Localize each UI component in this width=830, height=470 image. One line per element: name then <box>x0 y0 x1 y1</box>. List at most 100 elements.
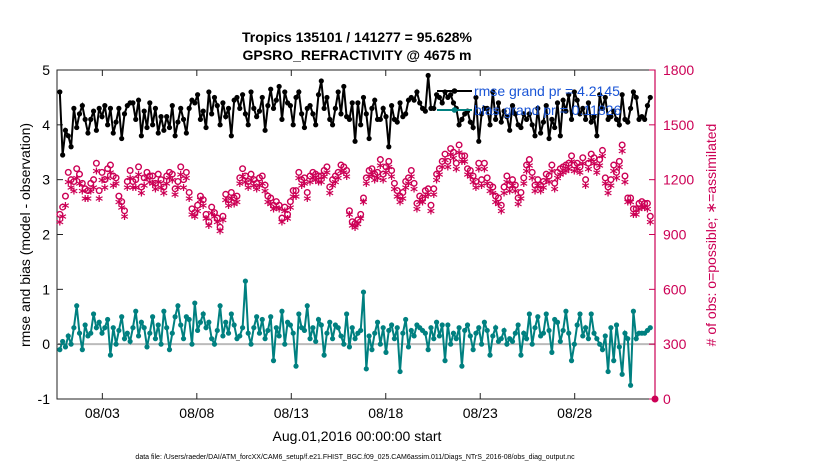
obs-possible-point <box>323 163 331 171</box>
obs-assimilated-point: * <box>286 201 294 219</box>
obs-possible-point <box>132 176 140 184</box>
bias-point <box>453 336 459 342</box>
rmse-point <box>225 105 232 111</box>
obs-assimilated-point: * <box>123 181 131 199</box>
rmse-point <box>315 92 322 98</box>
obs-assimilated-point: * <box>146 175 154 193</box>
bias-point <box>152 336 159 342</box>
obs-assimilated-point: * <box>56 216 64 234</box>
obs-assimilated-point: * <box>225 199 233 217</box>
bias-point <box>307 336 313 342</box>
rmse-point <box>144 124 150 131</box>
obs-assimilated-point: * <box>78 184 86 202</box>
obs-possible-point <box>584 159 592 167</box>
bias-point <box>369 347 375 353</box>
rmse-point <box>197 116 204 122</box>
rmse-point <box>647 94 653 101</box>
obs-possible-point <box>641 199 649 207</box>
obs-assimilated-point: * <box>388 170 396 188</box>
obs-assimilated-point: * <box>576 166 584 184</box>
obs-possible-point <box>528 168 536 176</box>
obs-assimilated-point: * <box>396 195 404 213</box>
chart-title-line1: Tropics 135101 / 141277 = 95.628% <box>242 29 473 45</box>
obs-assimilated-point: * <box>374 172 382 190</box>
bias-point <box>147 330 153 336</box>
bias-point <box>276 333 282 339</box>
obs-assimilated-point: * <box>646 216 654 234</box>
obs-possible-point <box>84 187 92 195</box>
bias-point <box>523 336 530 342</box>
obs-possible-point <box>151 179 159 187</box>
rmse-point <box>175 119 181 125</box>
bias-point <box>554 319 561 325</box>
obs-assimilated-point: * <box>196 194 204 212</box>
obs-assimilated-point: * <box>143 172 151 190</box>
bias-point <box>239 325 246 331</box>
obs-assimilated-point: * <box>554 172 562 190</box>
bias-point <box>197 319 204 325</box>
bias-point <box>363 366 369 372</box>
bias-point <box>509 338 516 345</box>
rmse-point <box>82 116 88 122</box>
obs-possible-point <box>598 146 606 154</box>
bias-point <box>383 349 389 355</box>
obs-assimilated-point: * <box>478 179 486 197</box>
bias-point <box>166 347 173 353</box>
obs-assimilated-point: * <box>59 210 67 228</box>
obs-assimilated-point: * <box>81 192 89 210</box>
obs-assimilated-point: * <box>326 186 334 204</box>
bias-point <box>436 333 443 339</box>
obs-possible-point <box>199 196 207 204</box>
obs-assimilated-point: * <box>599 150 607 168</box>
rmse-point <box>102 103 108 109</box>
bias-point <box>110 325 116 331</box>
rmse-point <box>147 100 153 106</box>
obs-assimilated-point: * <box>506 184 514 202</box>
obs-possible-point <box>604 183 612 191</box>
obs-possible-point <box>76 170 84 178</box>
obs-possible-point <box>596 156 604 164</box>
obs-possible-point <box>430 185 438 193</box>
obs-assimilated-point: * <box>289 190 297 208</box>
obs-possible-point <box>121 207 129 215</box>
bias-point <box>329 336 336 342</box>
obs-possible-point <box>489 183 497 191</box>
obs-assimilated-point: * <box>199 199 207 217</box>
obs-possible-point <box>449 148 457 156</box>
x-tick-label: 08/23 <box>463 405 498 421</box>
rmse-point <box>414 89 420 95</box>
obs-assimilated-point: * <box>382 166 390 184</box>
obs-assimilated-point: * <box>548 164 556 182</box>
bias-point <box>591 330 597 336</box>
bias-point <box>121 336 128 342</box>
y-right-tick-label: 300 <box>663 336 687 352</box>
bias-point <box>124 330 130 336</box>
obs-possible-point <box>239 165 247 173</box>
obs-possible-point <box>56 210 64 218</box>
obs-assimilated-point: * <box>236 177 244 195</box>
obs-possible-point <box>182 168 190 176</box>
obs-possible-point <box>646 212 654 220</box>
obs-possible-point <box>379 170 387 178</box>
rmse-point <box>470 124 476 131</box>
bias-point <box>456 325 462 331</box>
obs-assimilated-point: * <box>480 163 488 181</box>
obs-assimilated-point: * <box>315 175 323 193</box>
rmse-point <box>532 133 538 139</box>
bias-point <box>549 349 555 355</box>
bias-point <box>481 319 487 325</box>
rmse-point <box>248 89 254 95</box>
rmse-point <box>186 105 192 111</box>
obs-assimilated-point: * <box>613 172 621 190</box>
obs-possible-point <box>407 167 415 175</box>
bias-point <box>262 336 268 342</box>
rmse-point <box>206 89 212 95</box>
rmse-point <box>296 89 302 95</box>
rmse-point <box>301 124 308 131</box>
obs-assimilated-point: * <box>489 186 497 204</box>
obs-assimilated-point: * <box>570 164 578 182</box>
obs-assimilated-point: * <box>573 163 581 181</box>
rmse-point <box>200 108 206 114</box>
obs-assimilated-point: * <box>362 177 370 195</box>
